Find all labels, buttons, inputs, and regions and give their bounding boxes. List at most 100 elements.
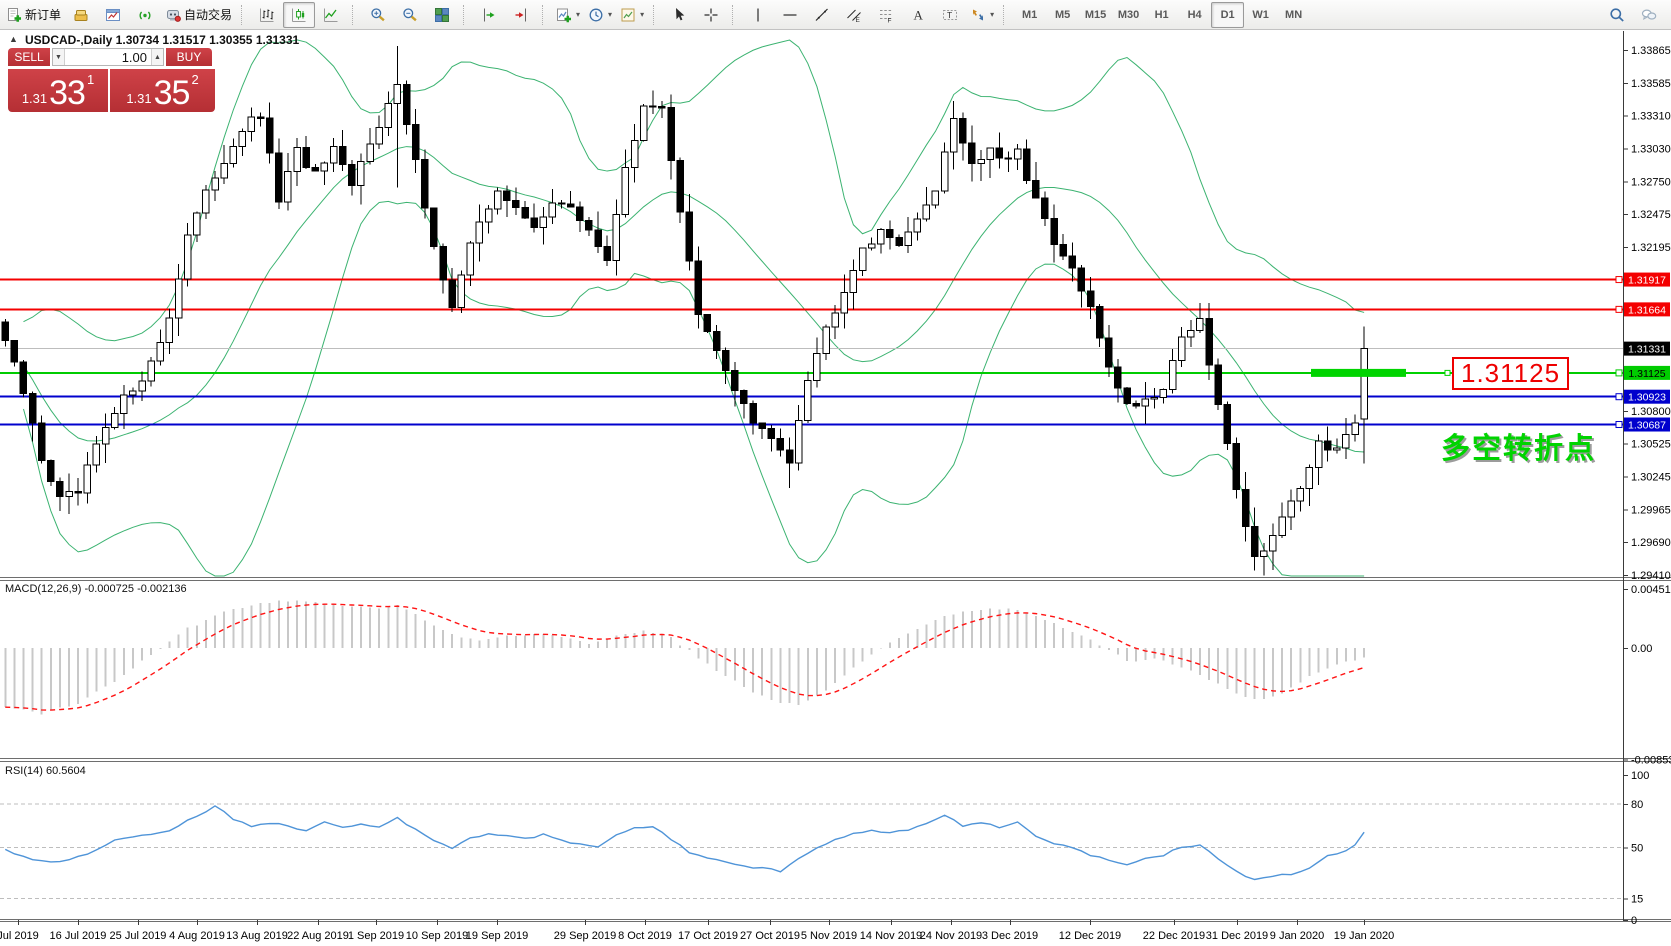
axis-tick-label: 1.32475: [1631, 209, 1671, 221]
signals-icon: [137, 7, 153, 23]
arrows-button[interactable]: ▾: [966, 2, 998, 28]
time-axis-label: 19 Sep 2019: [466, 930, 528, 942]
axis-tick-label: 1.30245: [1631, 472, 1671, 484]
market-depth-button[interactable]: [65, 2, 97, 28]
sell-price-button[interactable]: 1.31 33 1: [8, 69, 108, 112]
chart-title: USDCAD-,Daily 1.30734 1.31517 1.30355 1.…: [25, 33, 300, 47]
buy-price-pips: 35: [153, 74, 191, 112]
axis-tick-label: 0: [1631, 915, 1637, 927]
sell-price-point: 1: [86, 72, 95, 87]
time-axis-label: 3 Dec 2019: [982, 930, 1038, 942]
resistance-line-1-tag: [1624, 272, 1670, 287]
shift-chart-icon: [481, 7, 497, 23]
timeframe-H1[interactable]: H1: [1154, 8, 1169, 21]
macd-signal-line: [5, 603, 1365, 711]
new-chart-button[interactable]: ▾: [552, 2, 584, 28]
bar-chart-button[interactable]: [251, 2, 283, 28]
periodicity-button[interactable]: ▾: [584, 2, 616, 28]
rsi-line: [4, 805, 1365, 881]
line-chart-icon: [323, 7, 339, 23]
timeframe-H4[interactable]: H4: [1187, 8, 1202, 21]
volume-input[interactable]: [65, 49, 151, 65]
autotrading-button[interactable]: 自动交易: [161, 2, 236, 28]
sell-price-base: 1.31: [21, 91, 48, 106]
zoom-out-button[interactable]: [394, 2, 426, 28]
buy-price-button[interactable]: 1.31 35 2: [110, 69, 215, 112]
auto-scroll-button[interactable]: [505, 2, 537, 28]
resistance-line-2-tag: [1624, 302, 1670, 317]
pivot-highlight-bar[interactable]: [1311, 368, 1406, 377]
toolbar-separator: [653, 4, 660, 25]
axis-tick-label: 1.33865: [1631, 45, 1671, 57]
crosshair-button[interactable]: [695, 2, 727, 28]
timeframe-D1[interactable]: D1: [1211, 1, 1245, 28]
rsi-indicator-label: RSI(14) 60.5604: [5, 765, 86, 777]
time-axis-label: 19 Jan 2020: [1334, 930, 1395, 942]
time-axis-label: 29 Sep 2019: [554, 930, 616, 942]
chat-button[interactable]: [1633, 2, 1665, 28]
axis-tick-label: 0.004514: [1631, 584, 1671, 596]
buy-price-base: 1.31: [126, 91, 152, 106]
horizontal-line-button[interactable]: [774, 2, 806, 28]
new-order-button[interactable]: 新订单: [2, 2, 65, 28]
text-button[interactable]: A: [902, 2, 934, 28]
text-label-button[interactable]: T: [934, 2, 966, 28]
timeframe-MN[interactable]: MN: [1285, 8, 1303, 21]
timeframe-M15[interactable]: M15: [1084, 8, 1107, 21]
zoom-in-button[interactable]: [362, 2, 394, 28]
one-click-collapse-icon[interactable]: ▲: [9, 34, 18, 44]
toolbar-separator: [241, 4, 248, 25]
tile-windows-button[interactable]: [426, 2, 458, 28]
price-axis[interactable]: 1.33865 1.33585 1.33310 1.33030 1.32750 1.324…: [1615, 31, 1671, 927]
axis-tick-label: 1.29410: [1631, 570, 1671, 582]
support-line-2-tag-text: 1.30687: [1628, 420, 1666, 432]
resistance-line-2-tag-text: 1.31664: [1628, 304, 1666, 316]
fibo-icon: F: [878, 7, 894, 23]
macd-histogram: [4, 600, 1366, 715]
time-axis-label: 1 Sep 2019: [348, 930, 404, 942]
resistance-line-1-tag-text: 1.31917: [1628, 275, 1666, 287]
time-axis-label: 13 Aug 2019: [226, 930, 288, 942]
time-axis[interactable]: Jul 2019 16 Jul 2019 25 Jul 2019 4 Aug 2019…: [0, 920, 1394, 942]
timeframe-M30[interactable]: M30: [1117, 8, 1140, 21]
clock-icon: [588, 7, 604, 23]
timeframe-W1[interactable]: W1: [1252, 8, 1269, 21]
bid-price-line-tag-text: 1.31331: [1628, 344, 1666, 356]
toolbar-separator: [1003, 4, 1010, 25]
volume-increase-icon[interactable]: ▲: [151, 49, 163, 65]
chart-window-button[interactable]: [97, 2, 129, 28]
templates-button[interactable]: ▾: [616, 2, 648, 28]
search-button[interactable]: [1601, 2, 1633, 28]
time-axis-label: 31 Dec 2019: [1206, 930, 1268, 942]
signals-button[interactable]: [129, 2, 161, 28]
volume-stepper: ▼ ▲: [52, 48, 164, 66]
time-axis-label: 25 Jul 2019: [110, 930, 167, 942]
timeframe-M1[interactable]: M1: [1021, 8, 1038, 21]
macd-indicator-label: MACD(12,26,9) -0.000725 -0.002136: [5, 583, 187, 595]
candlestick-chart-button[interactable]: [283, 1, 316, 28]
trendline-button[interactable]: [806, 2, 838, 28]
chart-window-icon: [105, 7, 121, 23]
sell-button[interactable]: SELL: [8, 48, 50, 66]
shift-chart-button[interactable]: [473, 2, 505, 28]
support-line-2-tag: [1624, 417, 1670, 432]
fibonacci-button[interactable]: F: [870, 2, 902, 28]
one-click-trading-panel: SELL ▼ ▲ BUY 1.31 33 1 1.31 35 2: [8, 48, 215, 112]
timeframe-M5[interactable]: M5: [1054, 8, 1071, 21]
buy-button[interactable]: BUY: [166, 48, 212, 66]
vertical-line-button[interactable]: [742, 2, 774, 28]
axis-tick-label: 1.29690: [1631, 537, 1671, 549]
support-line-1-tag: [1624, 389, 1670, 404]
line-chart-button[interactable]: [315, 2, 347, 28]
rsi-pane: [0, 803, 1623, 899]
volume-decrease-icon[interactable]: ▼: [53, 49, 65, 65]
cursor-button[interactable]: [663, 2, 695, 28]
time-axis-label: 12 Dec 2019: [1059, 930, 1121, 942]
price-callout-label[interactable]: 1.31125: [1452, 357, 1570, 390]
time-axis-label: 9 Jan 2020: [1270, 930, 1324, 942]
vline-icon: [750, 7, 766, 23]
axis-tick-label: 1.30525: [1631, 439, 1671, 451]
channel-button[interactable]: E: [838, 2, 870, 28]
